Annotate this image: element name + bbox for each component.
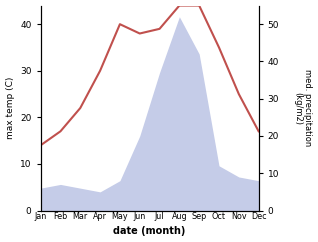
Y-axis label: max temp (C): max temp (C) — [5, 77, 15, 139]
Y-axis label: med. precipitation
(kg/m2): med. precipitation (kg/m2) — [293, 69, 313, 147]
X-axis label: date (month): date (month) — [114, 227, 186, 236]
